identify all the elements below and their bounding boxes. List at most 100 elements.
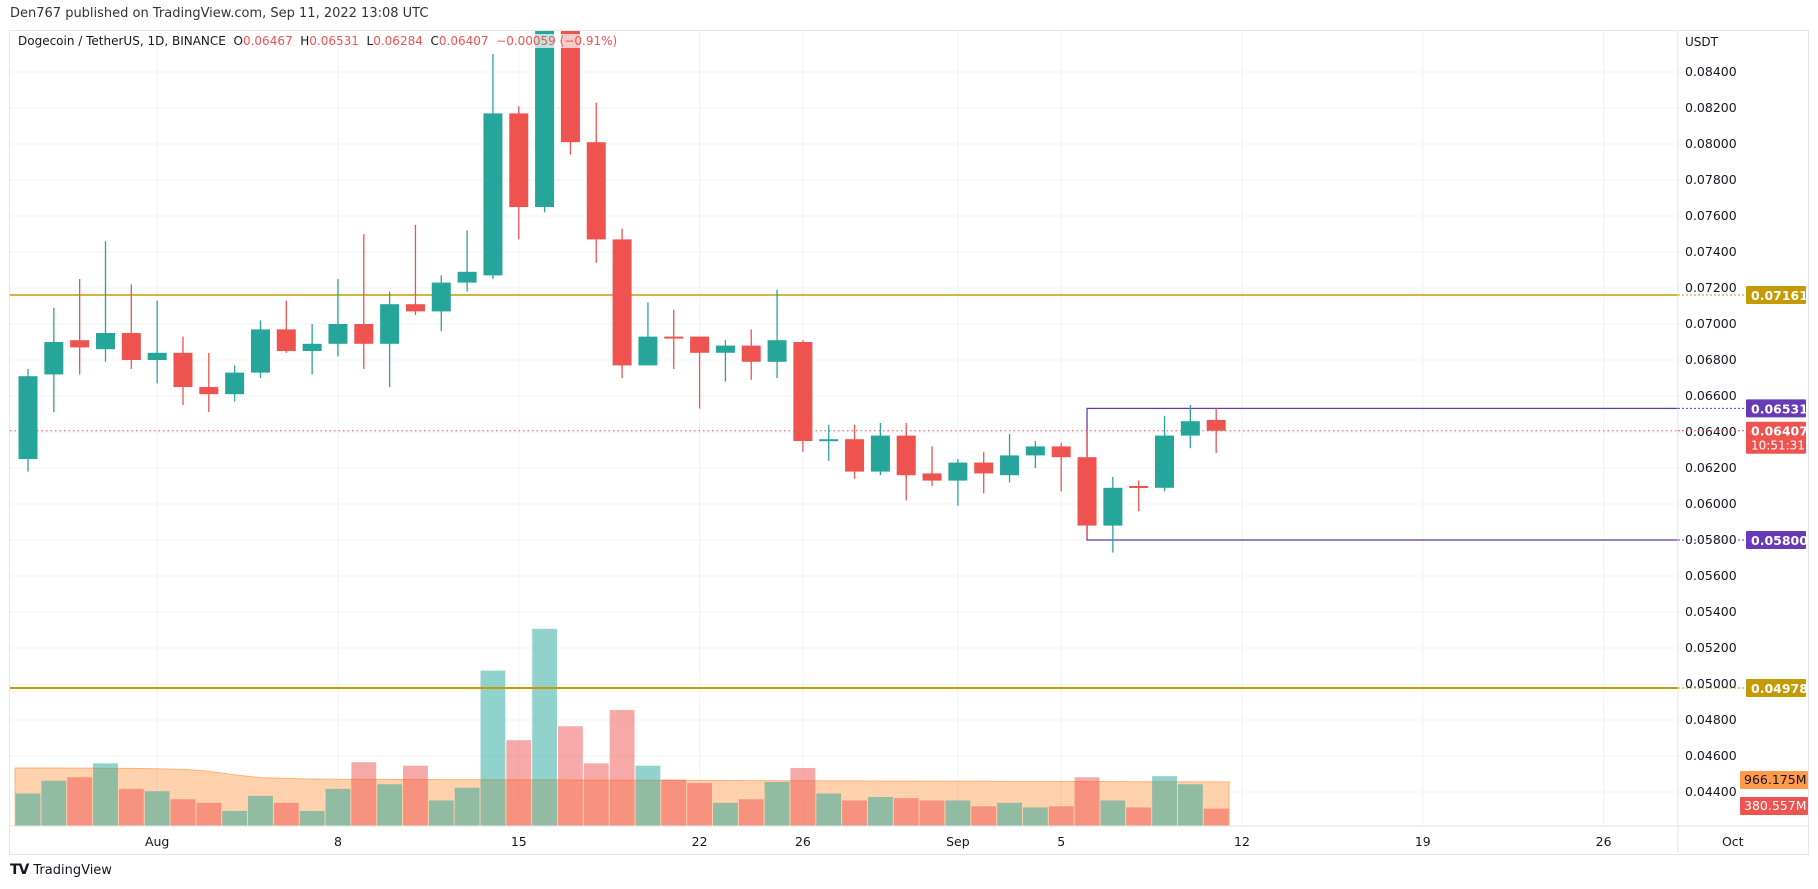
candle — [612, 228, 632, 378]
volume-bar — [971, 806, 997, 826]
time-tick-label: 5 — [1057, 834, 1065, 849]
candle-body — [1129, 486, 1149, 488]
candle-body — [1206, 419, 1226, 431]
volume-bar — [661, 779, 687, 826]
time-tick-label: 15 — [511, 834, 527, 849]
volume-ma-label: 966.175M — [1744, 772, 1806, 787]
candle-body — [509, 113, 529, 207]
volume-bar — [118, 788, 144, 826]
volume-bar — [377, 784, 403, 826]
range-bottom-label-bg — [1746, 531, 1806, 549]
candle — [664, 309, 684, 369]
last-price-label-bg — [1746, 421, 1806, 454]
candle — [44, 307, 64, 413]
tradingview-brand[interactable]: TV TradingView — [10, 862, 112, 878]
low-label: L — [366, 34, 374, 48]
open-label: O — [233, 34, 243, 48]
candle-body — [276, 329, 296, 351]
candle — [922, 446, 942, 486]
close-value: 0.06407 — [438, 34, 489, 48]
volume-bar — [299, 810, 325, 826]
price-tick-label: 0.05600 — [1685, 568, 1737, 583]
range-top-label: 0.06531 — [1751, 401, 1808, 416]
volume-bar — [93, 763, 118, 826]
candle-body — [741, 345, 761, 362]
volume-bar — [1203, 808, 1229, 826]
volume-bar — [609, 710, 635, 826]
volume-bar — [67, 777, 93, 826]
price-tick-label: 0.07400 — [1685, 244, 1737, 259]
candle-body — [431, 282, 451, 312]
candle-body — [767, 340, 787, 362]
range-top-label-bg — [1746, 399, 1806, 418]
level-price-label: 0.04978 — [1751, 681, 1808, 696]
candle-body — [173, 352, 193, 387]
tradingview-logo-icon: TV — [10, 862, 29, 878]
price-tick-label: 0.07000 — [1685, 316, 1737, 331]
candle — [250, 320, 270, 378]
volume-bar — [428, 800, 454, 826]
candle-body — [225, 372, 245, 395]
volume-bar — [997, 802, 1022, 826]
chart-frame — [9, 30, 1809, 855]
candle — [225, 365, 245, 402]
volume-bar — [816, 793, 842, 826]
candle-body — [147, 352, 167, 360]
candle-body — [974, 462, 994, 474]
volume-bar — [583, 763, 609, 826]
volume-bar — [41, 780, 67, 826]
price-tick-label: 0.07600 — [1685, 208, 1737, 223]
candle — [974, 451, 994, 494]
volume-bar — [480, 670, 506, 826]
candle — [121, 284, 141, 369]
candle — [483, 54, 503, 279]
candle — [328, 279, 348, 357]
candle — [173, 336, 193, 405]
candle-body — [586, 142, 606, 240]
candle-body — [845, 439, 865, 472]
candle — [70, 279, 90, 375]
volume-bar — [867, 797, 893, 826]
level-price-label: 0.07161 — [1751, 288, 1808, 303]
candle — [819, 424, 839, 461]
volume-bar — [1074, 777, 1100, 826]
range-box — [1086, 407, 1678, 541]
candle-body — [302, 343, 322, 351]
candle-body — [612, 239, 632, 366]
price-tick-label: 0.06800 — [1685, 352, 1737, 367]
open-value: 0.06467 — [242, 34, 293, 48]
volume-bar — [1022, 807, 1048, 826]
candle-body — [121, 333, 141, 360]
candle-body — [922, 473, 942, 481]
volume-bar — [738, 799, 764, 826]
candle — [586, 102, 606, 263]
price-tick-label: 0.06200 — [1685, 460, 1737, 475]
candle — [690, 336, 710, 409]
candle — [302, 324, 322, 375]
candle-body — [405, 304, 425, 312]
volume-bar — [919, 800, 945, 826]
candle-body — [1180, 421, 1200, 436]
candle-body — [70, 340, 90, 348]
candle — [535, 31, 555, 213]
candle — [380, 291, 400, 387]
price-tick-label: 0.07800 — [1685, 172, 1737, 187]
volume-bar — [945, 800, 971, 826]
volume-ma-label-bg — [1740, 771, 1808, 789]
symbol-title[interactable]: Dogecoin / TetherUS, 1D, BINANCE — [18, 34, 226, 48]
time-tick-label: 26 — [795, 834, 811, 849]
candle-body — [1000, 455, 1020, 476]
volume-bar — [506, 740, 532, 826]
candle — [95, 241, 115, 362]
high-value: 0.06531 — [309, 34, 359, 48]
candle-body — [535, 31, 555, 208]
level-price-label-bg — [1746, 678, 1806, 697]
level-price-label-bg — [1746, 286, 1806, 305]
price-tick-label: 0.06400 — [1685, 424, 1737, 439]
candle — [793, 340, 813, 452]
volume-bar — [893, 798, 919, 826]
price-tick-label: 0.05200 — [1685, 640, 1737, 655]
price-tick-label: 0.08400 — [1685, 64, 1737, 79]
time-tick-label: Sep — [946, 834, 970, 849]
